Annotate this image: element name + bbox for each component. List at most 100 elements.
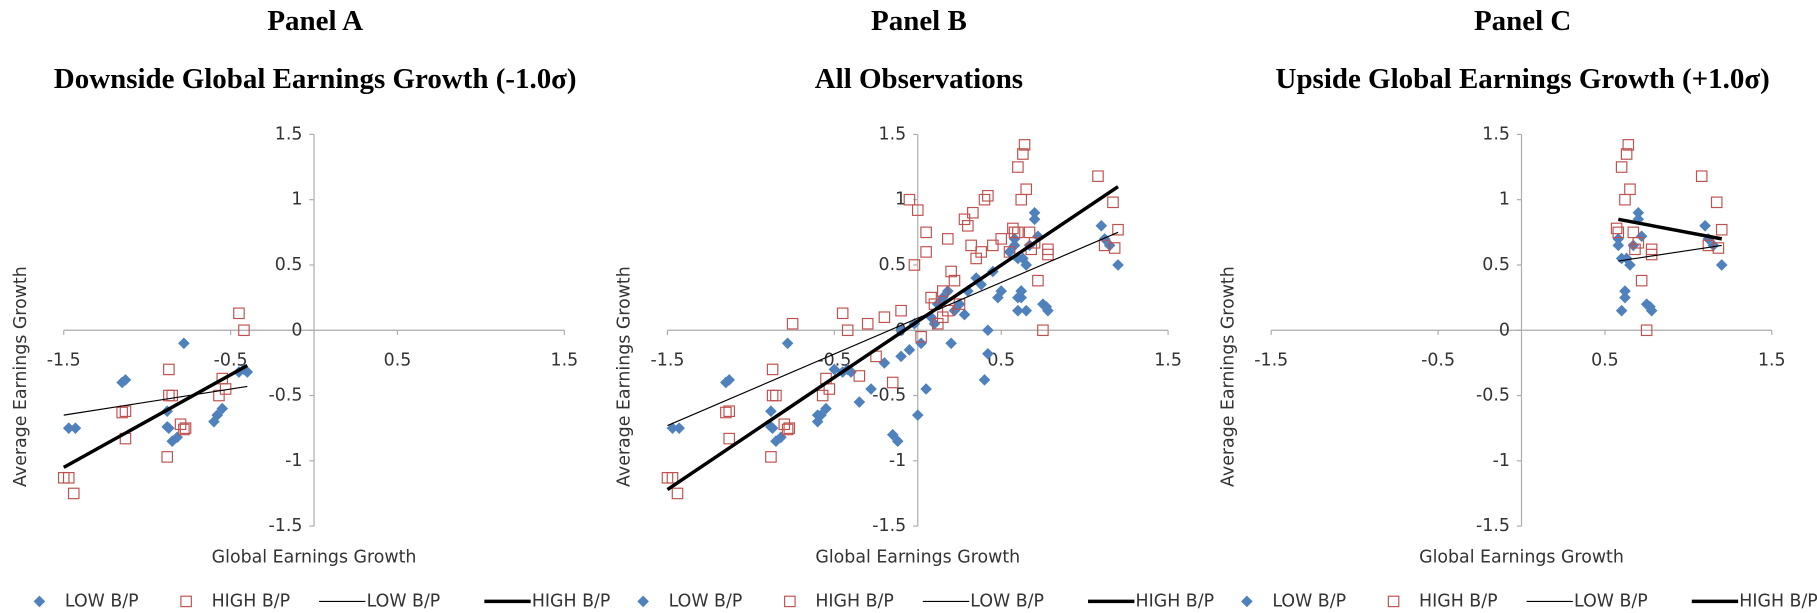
point [1645,248,1658,261]
legend-marker [1241,595,1253,608]
y-tick-label: -1.5 [269,516,303,536]
point [161,451,173,463]
point [781,423,794,436]
point [1032,274,1044,287]
point [1020,304,1033,317]
y-tick-label: 0.5 [879,255,907,275]
point [953,298,966,310]
point [1012,304,1024,317]
point [1018,139,1031,151]
panel-title: Panel B [871,5,967,37]
panel-title: Panel C [1474,5,1571,37]
point [982,189,994,202]
point [942,233,954,245]
point [166,389,178,402]
x-tick-label: -1.5 [47,350,81,370]
point [1007,222,1019,235]
point [853,396,866,408]
point [766,363,779,376]
point [948,274,961,287]
point [179,422,192,434]
point [1695,170,1708,182]
y-tick-label: -0.5 [872,386,906,406]
point [781,337,794,350]
legend-label: LOW B/P [65,591,139,611]
panel-title: Panel A [267,5,363,37]
legend-label: HIGH B/P [815,591,894,611]
point [1015,193,1028,206]
legend-label: LOW B/P [1272,591,1346,611]
point [62,471,75,484]
point [1037,324,1049,337]
point [823,383,836,395]
point [116,406,128,419]
y-tick-label: 0 [291,320,302,340]
point [765,405,777,417]
point [1615,304,1628,317]
point [723,374,736,386]
point [828,363,841,376]
point [1108,242,1121,254]
y-tick-label: -0.5 [1476,386,1510,406]
legend-label: HIGH B/P [1739,591,1817,611]
x-axis-label: Global Earnings Growth [212,547,417,567]
point [1012,161,1024,173]
y-tick-label: -1 [1493,451,1510,471]
x-tick-label: 0.5 [1591,350,1619,370]
point [958,308,971,321]
point [970,272,982,284]
point [911,409,924,421]
point [1008,226,1021,239]
x-tick-label: 1.5 [1154,350,1182,370]
point [238,324,250,337]
point [878,357,891,369]
trend-line [666,185,1119,491]
y-axis-label: Average Earnings Growth [11,266,31,487]
point [908,259,921,271]
point [671,487,684,500]
point [895,304,907,317]
point [233,307,245,320]
point [853,370,866,382]
legend-label: LOW B/P [669,591,743,611]
point [1008,233,1021,245]
y-tick-label: -1 [285,451,302,471]
point [945,265,957,278]
y-tick-label: 1.5 [1482,124,1510,144]
point [1640,324,1653,337]
point [1619,193,1631,206]
point [62,422,75,434]
point [891,435,904,448]
point [865,383,877,395]
point [720,406,732,419]
x-tick-label: -0.5 [817,350,851,370]
legend-marker [1387,595,1400,608]
point [1008,239,1021,252]
point [820,402,832,415]
point [995,233,1007,245]
point [1042,248,1054,261]
trend-line [62,363,249,469]
point [770,389,782,402]
point [1612,233,1625,245]
point [783,422,796,434]
y-tick-label: 1 [291,190,302,210]
point [878,311,891,323]
point [1107,196,1119,209]
point [1092,170,1104,182]
point [861,317,874,330]
point [975,246,987,258]
legend-marker [33,595,46,608]
point [1020,183,1033,196]
point [911,204,924,216]
x-tick-label: -0.5 [1421,350,1455,370]
point [1635,274,1648,287]
legend-label: HIGH B/P [212,591,291,611]
point [903,344,916,356]
legend-marker [637,595,649,608]
point [958,213,971,226]
point [1020,259,1033,271]
panel-subtitle: All Observations [815,63,1023,95]
point [1612,239,1625,252]
